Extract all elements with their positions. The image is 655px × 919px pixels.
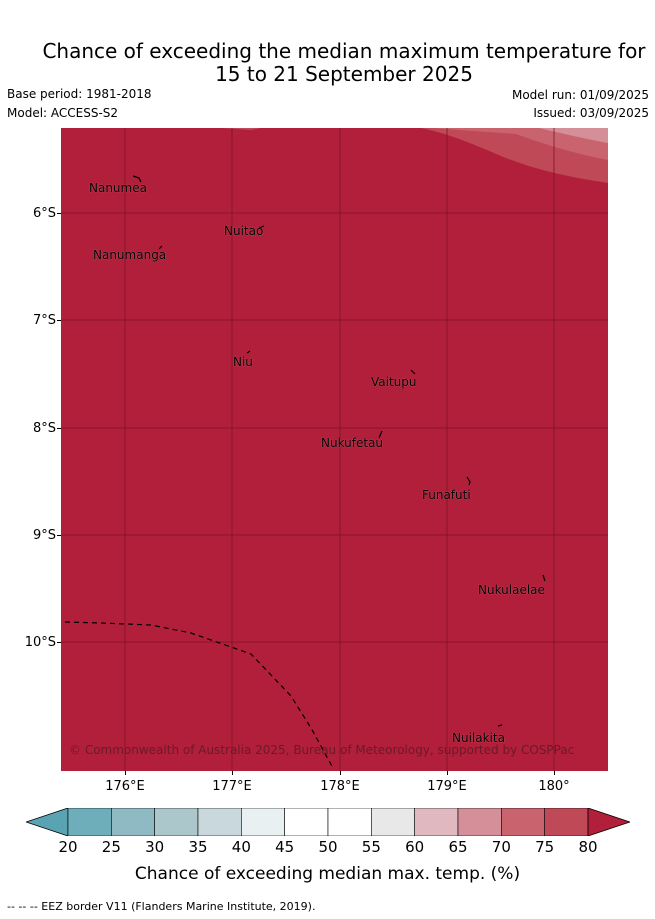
band-65: [516, 128, 608, 143]
island-shapes: [132, 175, 546, 727]
issued-date: Issued: 03/09/2025: [533, 106, 649, 120]
x-tick-label-176e: 176°E: [105, 779, 145, 794]
colorbar-cell-75-80: [544, 808, 589, 836]
island-label-vaitupu: Vaitupu: [371, 375, 417, 389]
y-tick-8s: [57, 428, 61, 429]
x-tick-180: [554, 771, 555, 775]
colorbar-tick-75: 75: [535, 838, 555, 856]
map-svg: [61, 128, 608, 771]
colorbar-tick-65: 65: [448, 838, 468, 856]
chart-title: Chance of exceeding the median maximum t…: [0, 40, 655, 86]
colorbar-cell-50-55: [327, 808, 372, 836]
colorbar-cell-70-75: [501, 808, 545, 836]
title-line-1: Chance of exceeding the median maximum t…: [42, 39, 646, 63]
x-tick-177e: [232, 771, 233, 775]
colorbar-cell-30-35: [154, 808, 199, 836]
y-tick-label-10s: 10°S: [24, 635, 56, 650]
colorbar-tick-25: 25: [101, 838, 121, 856]
y-tick-label-8s: 8°S: [32, 421, 56, 436]
band-70: [431, 128, 608, 160]
colorbar-tick-70: 70: [491, 838, 511, 856]
colorbar-title: Chance of exceeding median max. temp. (%…: [134, 864, 521, 884]
colorbar-tick-50: 50: [318, 838, 338, 856]
y-tick-9s: [57, 535, 61, 536]
map-area: [61, 128, 608, 771]
model-name: Model: ACCESS-S2: [7, 106, 119, 120]
colorbar-tick-45: 45: [275, 838, 295, 856]
colorbar-cells: [26, 808, 630, 836]
title-line-2: 15 to 21 September 2025: [215, 62, 473, 86]
island-label-nanumanga: Nanumanga: [93, 248, 167, 262]
island-label-nuilakita: Nuilakita: [452, 731, 505, 745]
y-tick-6s: [57, 213, 61, 214]
y-tick-10s: [57, 642, 61, 643]
x-tick-178e: [340, 771, 341, 775]
colorbar-cell-40-45: [241, 808, 285, 836]
colorbar-cell-20-25: [67, 808, 112, 836]
colorbar-tick-20: 20: [58, 838, 78, 856]
x-tick-label-178e: 178°E: [320, 779, 360, 794]
y-tick-label-9s: 9°S: [32, 528, 56, 543]
colorbar-cell-60-65: [414, 808, 459, 836]
x-tick-label-180: 180°: [538, 779, 570, 794]
y-tick-7s: [57, 320, 61, 321]
colorbar: [26, 808, 630, 836]
copyright-notice: © Commonwealth of Australia 2025, Bureau…: [69, 743, 575, 757]
model-run: Model run: 01/09/2025: [511, 88, 649, 102]
colorbar-cell-65-70: [457, 808, 502, 836]
y-tick-label-6s: 6°S: [32, 206, 56, 221]
y-tick-label-7s: 7°S: [32, 313, 56, 328]
colorbar-cell-25-30: [111, 808, 155, 836]
island-label-nukulaelae: Nukulaelae: [478, 583, 545, 597]
graticule: [61, 128, 608, 771]
island-label-nanumea: Nanumea: [89, 181, 147, 195]
colorbar-tick-80: 80: [578, 838, 598, 856]
colorbar-cell-45-50: [284, 808, 329, 836]
colorbar-cell-35-40: [197, 808, 242, 836]
colorbar-tick-55: 55: [361, 838, 381, 856]
colorbar-tick-30: 30: [145, 838, 165, 856]
band-75: [221, 128, 608, 183]
colorbar-cell-55-60: [371, 808, 415, 836]
base-period: Base period: 1981-2018: [7, 87, 152, 101]
colorbar-extend-low: [26, 808, 69, 836]
band-edge: [221, 128, 261, 130]
colorbar-tick-60: 60: [405, 838, 425, 856]
map-fill: [61, 128, 608, 771]
island-label-nukufetau: Nukufetau: [321, 436, 384, 450]
x-tick-179e: [447, 771, 448, 775]
island-label-nuitao: Nuitao: [224, 224, 264, 238]
island-label-niu: Niu: [233, 355, 253, 369]
colorbar-tick-40: 40: [231, 838, 251, 856]
colorbar-extend-high: [587, 808, 630, 836]
colorbar-tick-35: 35: [188, 838, 208, 856]
eez-border: [64, 621, 334, 769]
x-tick-label-179e: 179°E: [427, 779, 467, 794]
x-tick-label-177e: 177°E: [212, 779, 252, 794]
island-label-funafuti: Funafuti: [422, 488, 471, 502]
eez-legend: -- -- -- EEZ border V11 (Flanders Marine…: [7, 900, 316, 913]
x-tick-176e: [125, 771, 126, 775]
